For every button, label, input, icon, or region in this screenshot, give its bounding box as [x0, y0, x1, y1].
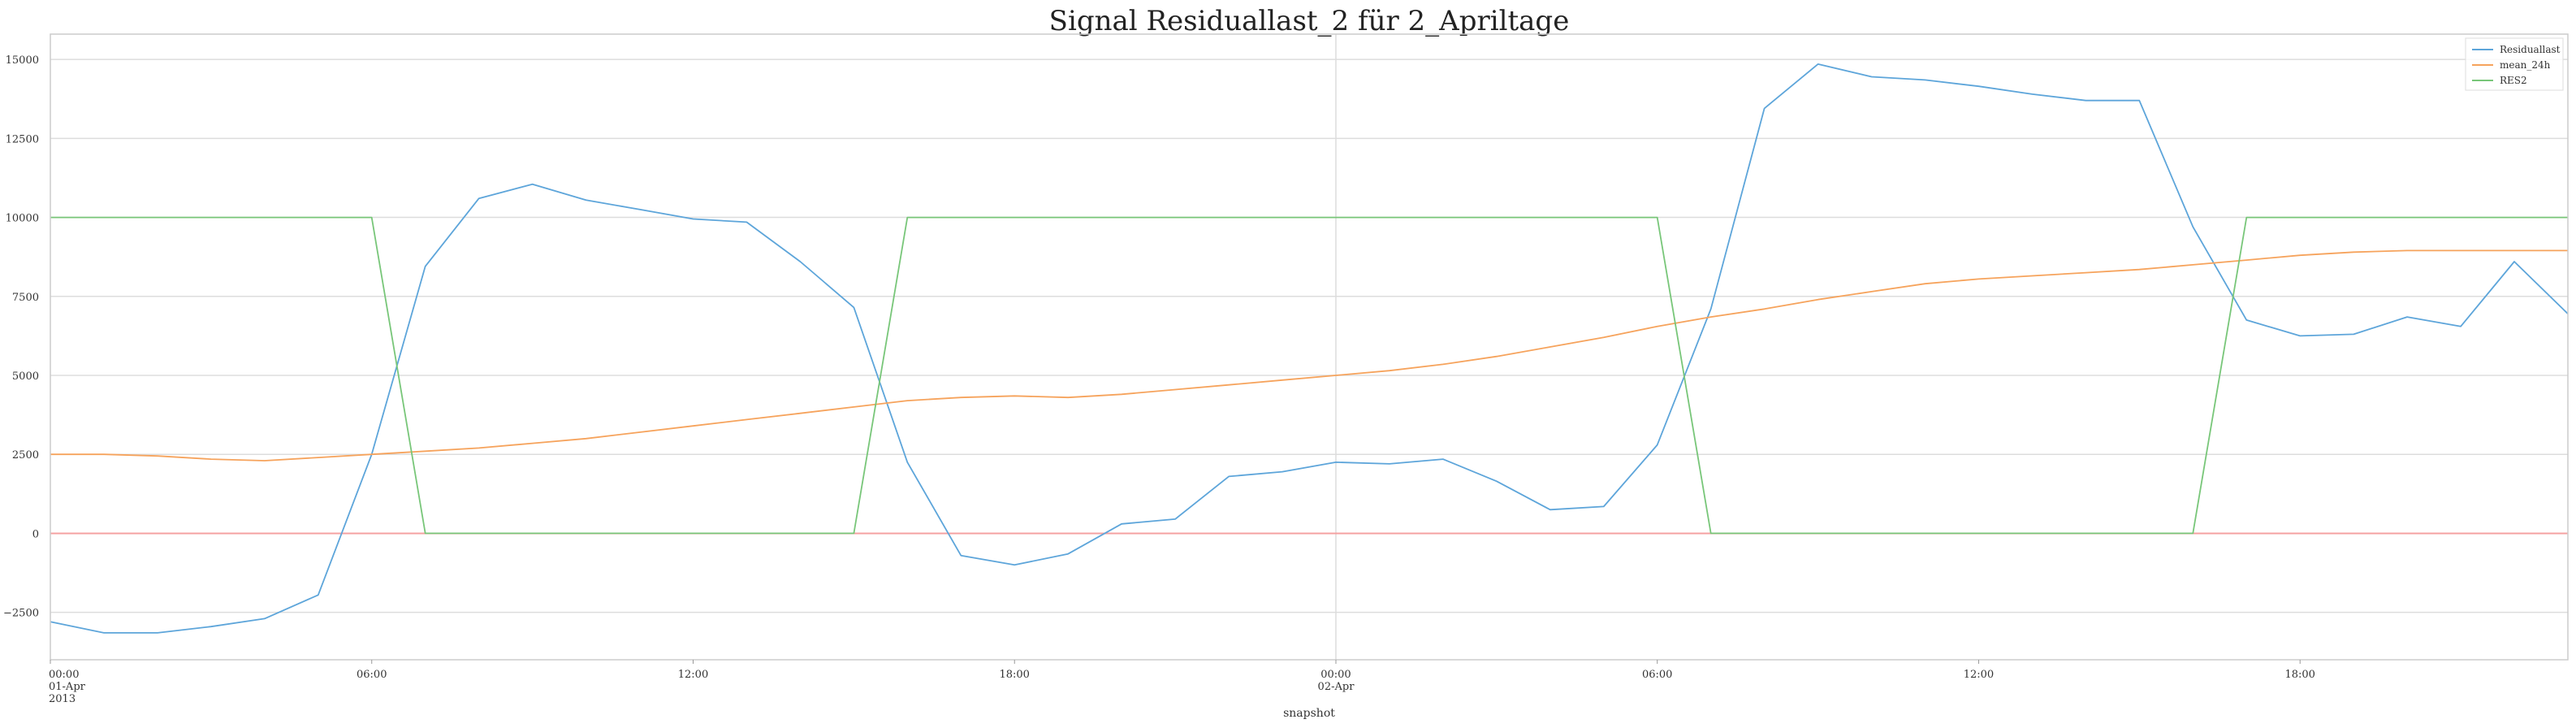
- series-line-residuallast: [50, 63, 2569, 634]
- x-tick-label: 12:00: [678, 669, 708, 681]
- series-lines: [50, 63, 2569, 634]
- legend-label: mean_24h: [2500, 59, 2551, 71]
- x-tick-label: 18:00: [2284, 669, 2315, 681]
- y-tick-label: −2500: [3, 608, 39, 620]
- y-tick-label: 15000: [6, 54, 39, 67]
- x-tick-label: 06:00: [1642, 669, 1672, 681]
- plot-frame: [50, 33, 2569, 661]
- x-tick-label: 00:00: [49, 669, 79, 681]
- y-axis-ticks: −2500 0 2500 5000 7500 10000 12500 15000: [3, 54, 39, 620]
- x-tick-label: 18:00: [999, 669, 1029, 681]
- series-line-res2: [50, 216, 2568, 535]
- y-tick-label: 7500: [12, 292, 39, 304]
- x-tick-label: 01-Apr: [49, 681, 86, 693]
- grid: [50, 34, 2568, 660]
- legend-label: RES2: [2500, 75, 2527, 86]
- x-tick-label: 00:00: [1320, 669, 1351, 681]
- x-tick-label: 02-Apr: [1318, 681, 1355, 693]
- series-line-mean-24h: [50, 249, 2568, 462]
- legend-label: Residuallast: [2500, 44, 2561, 55]
- x-tick-label: 2013: [49, 693, 76, 705]
- y-tick-label: 0: [32, 528, 39, 540]
- chart-title: Signal Residuallast_2 für 2_Apriltage: [1049, 5, 1570, 37]
- y-tick-label: 10000: [6, 213, 39, 225]
- y-tick-label: 2500: [12, 449, 39, 462]
- x-tick-label: 12:00: [1964, 669, 1994, 681]
- x-tick-label: 06:00: [357, 669, 387, 681]
- y-tick-label: 12500: [6, 133, 39, 145]
- x-axis-label: snapshot: [1283, 707, 1335, 720]
- legend: Residuallast mean_24h RES2: [2465, 37, 2564, 91]
- y-tick-label: 5000: [12, 370, 39, 383]
